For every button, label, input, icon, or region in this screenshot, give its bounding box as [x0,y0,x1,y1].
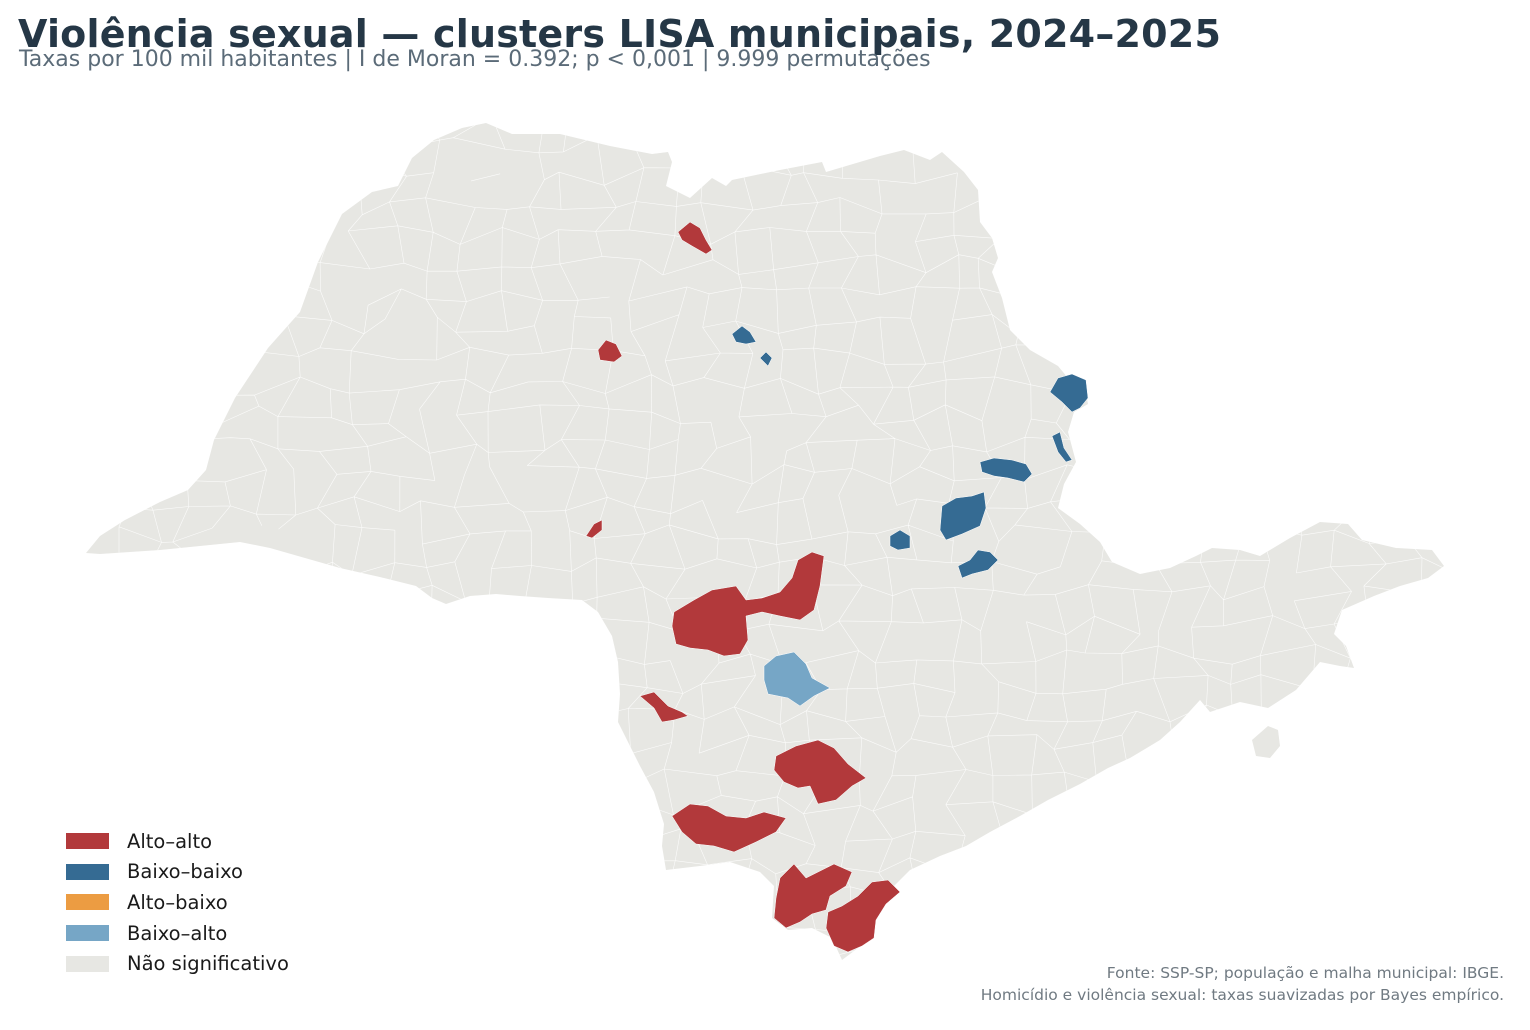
cluster-alto-alto [597,339,623,363]
legend-item-baixo-baixo: Baixo–baixo [66,857,289,888]
legend-swatch-baixo-alto [66,925,109,942]
legend-item-alto-baixo: Alto–baixo [66,887,289,918]
cluster-baixo-baixo [957,549,999,579]
cluster-alto-alto [677,221,713,255]
legend-swatch-alto-baixo [66,894,109,911]
cluster-baixo-baixo [979,457,1033,483]
cluster-alto-alto [585,519,603,539]
cluster-alto-alto [773,739,867,805]
state-outline [86,123,1444,960]
legend-item-nao-significativo: Não significativo [66,948,289,979]
map-title: Violência sexual — clusters LISA municip… [18,12,1222,56]
cluster-baixo-baixo [889,529,911,551]
legend-label: Alto–alto [127,829,213,853]
cluster-alto-alto [671,551,825,657]
cluster-alto-alto [773,863,853,929]
cluster-layer [585,221,1089,953]
cluster-baixo-alto [763,651,831,707]
legend-swatch-alto-alto [66,833,109,850]
legend-item-baixo-alto: Baixo–alto [66,918,289,949]
cluster-alto-alto [671,803,787,853]
cluster-alto-alto [825,879,901,953]
source-note: Fonte: SSP-SP; população e malha municip… [981,962,1504,1006]
island [1252,726,1280,758]
source-line: Fonte: SSP-SP; população e malha municip… [1106,964,1504,982]
cluster-baixo-baixo [1049,373,1089,413]
cluster-baixo-baixo [1051,431,1073,463]
legend-label: Alto–baixo [127,890,228,914]
cluster-baixo-baixo [939,491,987,541]
legend-item-alto-alto: Alto–alto [66,826,289,857]
cluster-alto-alto [639,691,689,723]
legend: Alto–alto Baixo–baixo Alto–baixo Baixo–a… [66,826,289,979]
legend-swatch-baixo-baixo [66,863,109,880]
legend-label: Baixo–baixo [127,860,243,884]
legend-label: Baixo–alto [127,921,228,945]
cluster-baixo-baixo [731,325,757,345]
legend-label: Não significativo [127,952,289,976]
legend-swatch-nao-significativo [66,955,109,972]
cluster-baixo-baixo [759,351,773,367]
method-line: Homicídio e violência sexual: taxas suav… [980,986,1504,1004]
map-subtitle: Taxas por 100 mil habitantes | I de Mora… [19,47,931,72]
